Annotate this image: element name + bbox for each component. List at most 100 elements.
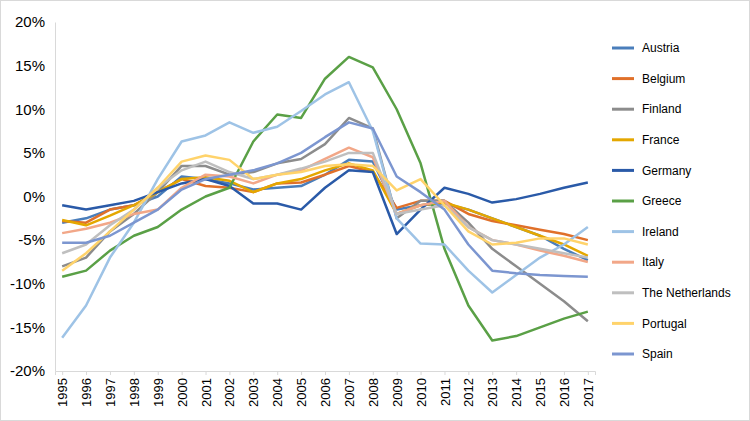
y-tick-label: -20% [10, 362, 45, 379]
x-tick: 2001 [199, 371, 214, 407]
y-tick: 5% [23, 144, 55, 161]
x-tick: 2014 [509, 371, 524, 407]
legend-swatch [612, 353, 634, 356]
x-tick-mark [540, 371, 541, 375]
x-tick-label: 2016 [557, 378, 572, 407]
x-tick-label: 2009 [390, 378, 405, 407]
x-tick-label: 2007 [342, 378, 357, 407]
y-tick-label: -10% [10, 275, 45, 292]
x-tick-mark [86, 371, 87, 375]
x-tick: 2015 [533, 371, 548, 407]
y-tick-label: 15% [15, 57, 45, 74]
y-tick-label: -5% [18, 231, 45, 248]
x-tick-label: 2004 [270, 378, 285, 407]
x-tick-label: 2012 [461, 378, 476, 407]
series-line [62, 122, 588, 276]
y-tick-label: 20% [15, 13, 45, 30]
x-tick-label: 2015 [533, 378, 548, 407]
x-tick-mark [516, 371, 517, 375]
x-tick-mark [62, 371, 63, 375]
lines [62, 57, 588, 341]
chart-border [1, 1, 750, 421]
legend-label: Spain [642, 347, 673, 361]
x-tick-label: 2005 [294, 378, 309, 407]
x-tick-mark [468, 371, 469, 375]
x-tick-mark [253, 371, 254, 375]
x-tick-label: 2000 [175, 378, 190, 407]
x-tick: 2013 [485, 371, 500, 407]
x-tick-label: 1995 [55, 378, 70, 407]
legend-swatch [612, 230, 634, 233]
x-tick-mark [444, 371, 445, 375]
x-tick: 2010 [414, 371, 429, 407]
x-tick: 2008 [366, 371, 381, 407]
x-tick: 1998 [127, 371, 142, 407]
legend-swatch [612, 322, 634, 325]
legend: AustriaBelgiumFinlandFranceGermanyGreece… [612, 41, 731, 361]
x-tick-mark [301, 371, 302, 375]
y-tick: 0% [23, 188, 55, 205]
y-tick-label: 10% [15, 101, 45, 118]
x-tick: 2004 [270, 371, 285, 407]
legend-label: France [642, 133, 680, 147]
legend-swatch [612, 169, 634, 172]
y-tick-label: -15% [10, 319, 45, 336]
x-tick-mark [110, 371, 111, 375]
x-tick-label: 2002 [222, 378, 237, 407]
legend-swatch [612, 138, 634, 141]
x-tick-label: 1998 [127, 378, 142, 407]
x-tick: 1997 [103, 371, 118, 407]
legend-swatch [612, 261, 634, 264]
x-tick: 2002 [222, 371, 237, 407]
x-tick-mark [325, 371, 326, 375]
x-tick-label: 2010 [414, 378, 429, 407]
x-tick-label: 1996 [79, 378, 94, 407]
series-line [62, 118, 588, 321]
series-line [62, 155, 588, 270]
chart: -20% -15% -10% -5% 0% 5% 10% 15% 20% 1995 1996 1997… [0, 0, 750, 421]
x-tick: 2005 [294, 371, 309, 407]
x-tick-label: 2003 [246, 378, 261, 407]
x-tick-label: 2013 [485, 378, 500, 407]
x-tick-label: 2001 [199, 378, 214, 407]
x-tick-mark [373, 371, 374, 375]
x-axis-line [56, 372, 596, 376]
y-tick-label: 0% [23, 188, 45, 205]
legend-label: Ireland [642, 225, 679, 239]
legend-swatch [612, 108, 634, 111]
y-axis: -20% -15% -10% -5% 0% 5% 10% 15% 20% [10, 13, 56, 379]
y-tick: 20% [15, 13, 55, 30]
x-tick-mark [229, 371, 230, 375]
legend-label: Belgium [642, 72, 685, 86]
x-tick-label: 2006 [318, 378, 333, 407]
legend-label: Germany [642, 164, 691, 178]
y-tick: -20% [10, 362, 55, 379]
x-tick-mark [564, 371, 565, 375]
x-tick: 2000 [175, 371, 190, 407]
legend-label: Austria [642, 41, 680, 55]
y-tick: 10% [15, 101, 55, 118]
legend-swatch [612, 200, 634, 203]
legend-swatch [612, 47, 634, 50]
y-tick: -15% [10, 319, 55, 336]
x-tick-label: 1999 [151, 378, 166, 407]
x-tick-mark [349, 371, 350, 375]
legend-label: The Netherlands [642, 286, 731, 300]
x-tick: 2011 [438, 371, 453, 406]
x-tick-mark [421, 371, 422, 375]
x-tick: 1999 [151, 371, 166, 407]
x-tick: 2007 [342, 371, 357, 407]
x-tick-mark [134, 371, 135, 375]
x-axis: 1995 1996 1997 1998 1999 2000 2001 2002 2003 2004… [55, 371, 596, 407]
x-tick-mark [158, 371, 159, 375]
x-tick: 1996 [79, 371, 94, 407]
series-line [62, 57, 588, 341]
x-tick: 2017 [581, 371, 596, 407]
legend-label: Italy [642, 255, 664, 269]
x-tick-label: 2017 [581, 378, 596, 407]
x-tick-mark [206, 371, 207, 375]
legend-label: Greece [642, 194, 682, 208]
x-tick-mark [182, 371, 183, 375]
x-tick-mark [588, 371, 589, 375]
x-tick-label: 2011 [438, 378, 453, 406]
